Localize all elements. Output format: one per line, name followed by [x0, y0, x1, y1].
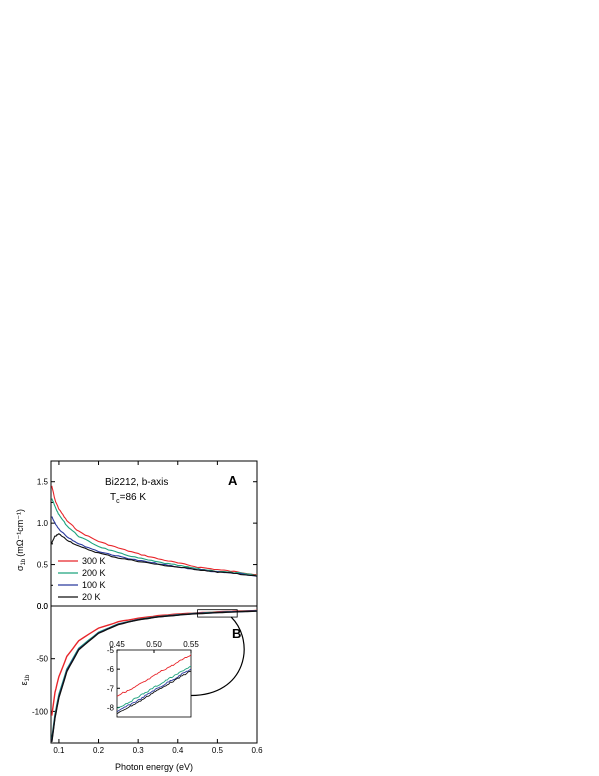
panel-b-xtick-label: 0.3: [133, 746, 145, 755]
panel-b-series: [51, 609, 257, 742]
tc-annotation: Tc=86 K: [110, 492, 146, 505]
panel-b-ticks: -100 -50 0.0 0.1 0.2 0.3 0.4 0.5 0.6: [32, 602, 263, 755]
panel-a-ytick-label: 1.5: [37, 478, 49, 487]
inset-series-200k: [117, 665, 191, 709]
legend-label-20k: 20 K: [82, 592, 101, 602]
panel-b-xtick-label: 0.6: [251, 746, 263, 755]
panel-b-ylabel-main: ε: [19, 681, 29, 685]
inset-ticks: 0.45 0.50 0.55 -5 -6 -7 -8: [107, 640, 199, 712]
panel-b-ylabel: ε1b: [19, 674, 31, 685]
inset-xtick-label: 0.45: [109, 640, 125, 649]
inset-xtick-label: 0.50: [146, 640, 162, 649]
panel-a-series-20k: [51, 533, 257, 577]
panel-a-series: [51, 485, 257, 577]
panel-a-series-300k: [51, 485, 257, 576]
panel-a-ylabel-units: (mΩ⁻¹cm⁻¹): [15, 509, 25, 557]
sample-annotation: Bi2212, b-axis: [105, 477, 168, 488]
panel-a-ytick-label: 0.5: [37, 561, 49, 570]
panel-b-frame: [50, 605, 258, 744]
panel-a-ylabel-main: σ: [15, 565, 25, 571]
panel-a-ytick-label: 1.0: [37, 519, 49, 528]
zoom-region-box: [197, 609, 238, 618]
panel-a-ylabel: σ1b(mΩ⁻¹cm⁻¹): [15, 509, 27, 571]
legend: 300 K 200 K 100 K 20 K: [58, 556, 106, 602]
panel-letter-b: B: [232, 626, 241, 641]
panel-b-ytick-label: 0.0: [37, 602, 49, 611]
panel-b-xtick-label: 0.1: [53, 746, 65, 755]
panel-a-ylabel-sub: 1b: [21, 558, 27, 565]
inset-ytick-label: -8: [107, 703, 115, 712]
panel-b-xtick-label: 0.2: [93, 746, 105, 755]
panel-b-ytick-label: -50: [36, 655, 48, 664]
inset-xtick-label: 0.55: [183, 640, 199, 649]
panel-letter-a: A: [228, 473, 238, 488]
inset-ytick-label: -5: [107, 646, 115, 655]
panel-a-ticks: 0.0 0.5 1.0 1.5: [37, 461, 258, 611]
x-axis-label: Photon energy (eV): [115, 762, 193, 772]
inset-ytick-label: -6: [107, 665, 115, 674]
panel-b-ytick-label: -100: [32, 707, 49, 716]
legend-label-100k: 100 K: [82, 580, 106, 590]
tc-annotation-rest: =86 K: [120, 492, 147, 503]
panel-b-ylabel-sub: 1b: [25, 674, 31, 681]
tc-annotation-sub: c: [116, 498, 120, 505]
panel-b-xtick-label: 0.4: [172, 746, 184, 755]
legend-label-300k: 300 K: [82, 556, 106, 566]
panel-a-ytick-label: 0.0: [37, 602, 49, 611]
zoom-connector: [190, 616, 245, 697]
inset-series-300k: [117, 654, 191, 697]
panel-b-series-20k: [51, 610, 257, 742]
tc-annotation-main: T: [110, 492, 116, 503]
legend-label-200k: 200 K: [82, 568, 106, 578]
inset-series: [117, 654, 191, 715]
inset-ytick-label: -7: [107, 684, 115, 693]
inset-series-20k: [117, 670, 191, 715]
panel-b-xtick-label: 0.5: [212, 746, 224, 755]
inset-series-100k: [117, 668, 191, 713]
